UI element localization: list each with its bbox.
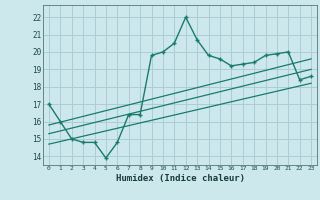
X-axis label: Humidex (Indice chaleur): Humidex (Indice chaleur) (116, 174, 244, 183)
